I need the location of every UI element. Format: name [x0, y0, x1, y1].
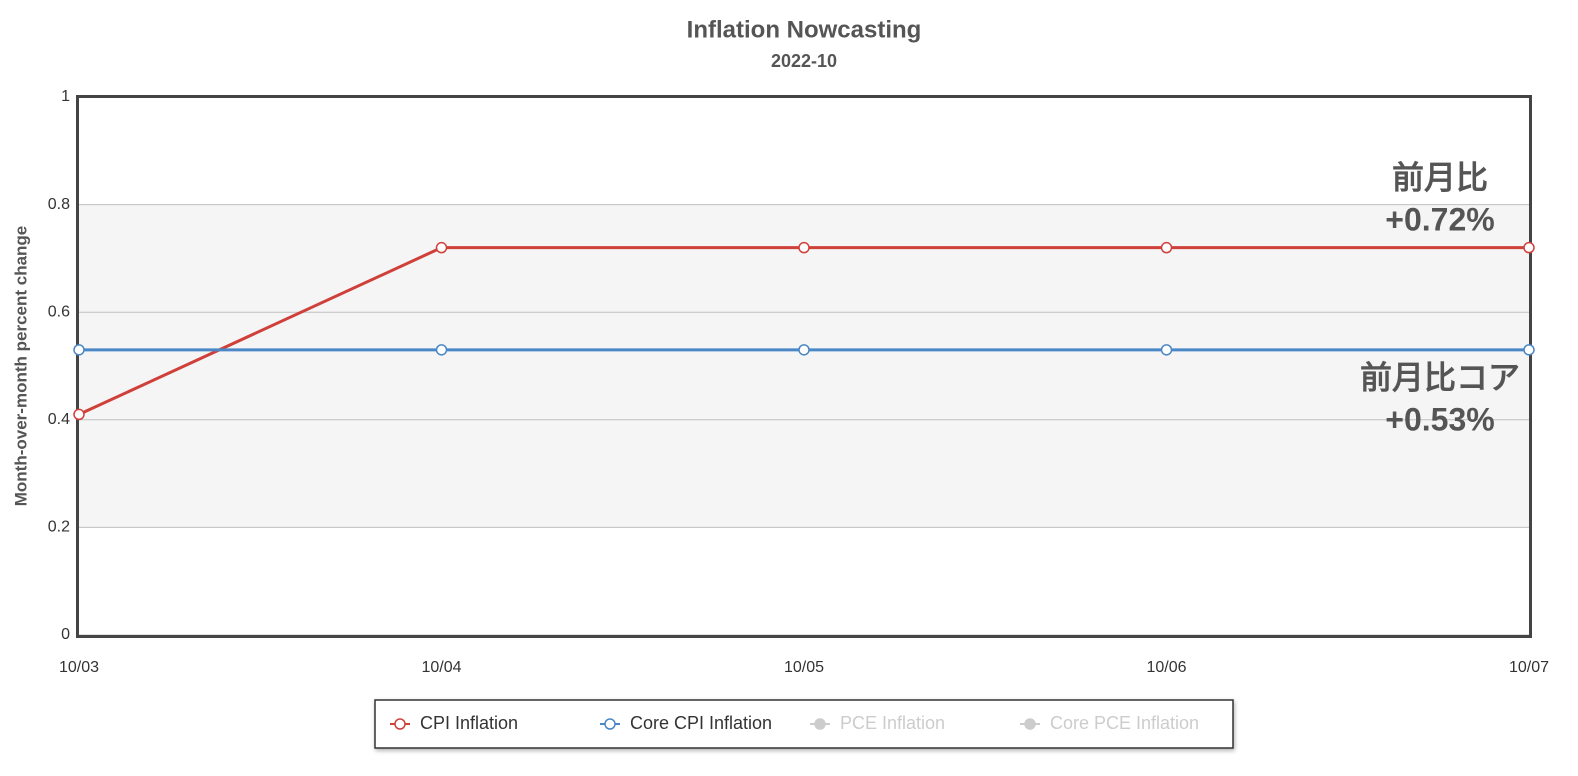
x-tick-label: 10/04 [421, 659, 461, 676]
x-tick-label: 10/07 [1509, 659, 1549, 676]
data-point [1523, 241, 1535, 254]
y-tick-label: 1 [61, 88, 70, 105]
y-tick-label: 0.6 [48, 303, 70, 320]
legend-label: Core CPI Inflation [630, 713, 772, 733]
x-tick-label: 10/06 [1146, 659, 1186, 676]
annotation: +0.53% [1385, 401, 1494, 437]
chart-subtitle: 2022-10 [771, 51, 837, 71]
data-point [1160, 344, 1173, 356]
legend-label: CPI Inflation [420, 713, 518, 733]
legend-label: PCE Inflation [840, 713, 945, 733]
data-point [435, 344, 448, 356]
annotation: +0.72% [1385, 201, 1494, 237]
legend-marker [814, 718, 826, 730]
legend-item[interactable]: PCE Inflation [810, 713, 945, 733]
y-tick-label: 0.8 [48, 196, 70, 213]
legend-item[interactable]: CPI Inflation [390, 713, 518, 733]
y-tick-label: 0.4 [48, 411, 70, 428]
x-tick-label: 10/05 [784, 659, 824, 676]
data-point [1160, 241, 1173, 254]
legend-marker [394, 718, 406, 730]
y-axis-label: Month-over-month percent change [11, 226, 30, 507]
chart-title: Inflation Nowcasting [687, 16, 922, 43]
legend-box [374, 699, 1234, 749]
y-tick-label: 0.2 [48, 519, 70, 536]
legend-marker [1024, 718, 1036, 730]
legend-label: Core PCE Inflation [1050, 713, 1199, 733]
plot-band [79, 204, 1529, 528]
annotation: 前月比 [1392, 159, 1488, 195]
data-point [798, 241, 810, 254]
data-point [1523, 344, 1535, 356]
data-point [73, 344, 85, 356]
legend-marker [604, 718, 616, 730]
x-tick-label: 10/03 [59, 659, 99, 676]
data-point [435, 241, 448, 254]
data-point [798, 344, 810, 356]
data-point [73, 408, 85, 421]
annotation: 前月比コア [1360, 359, 1520, 395]
y-tick-label: 0 [61, 626, 70, 643]
plot-border [76, 95, 1532, 638]
legend-item[interactable]: Core PCE Inflation [1020, 713, 1199, 733]
legend-item[interactable]: Core CPI Inflation [600, 713, 772, 733]
